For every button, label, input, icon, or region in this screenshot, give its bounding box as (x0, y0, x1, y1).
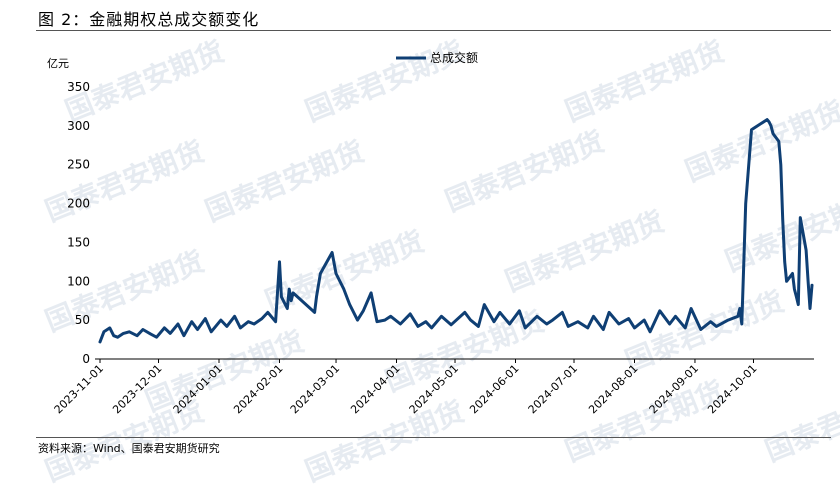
x-tick-label: 2024-05-01 (407, 362, 461, 416)
x-tick-label: 2023-11-01 (52, 362, 106, 416)
x-tick-label: 2024-07-01 (526, 362, 580, 416)
x-tick-label: 2024-09-01 (647, 362, 701, 416)
x-tick-label: 2024-01-01 (171, 362, 225, 416)
y-tick-label: 250 (67, 158, 90, 172)
top-rule (36, 30, 831, 31)
line-chart: 亿元 0 50 100 150 200 250 300 350 2023-11-01 2023-12… (47, 50, 814, 416)
y-tick-label: 100 (67, 274, 90, 288)
y-tick-label: 200 (67, 197, 90, 211)
source-note: 资料来源：Wind、国泰君安期货研究 (38, 442, 220, 455)
series-line-总成交额 (98, 118, 814, 344)
y-tick-label: 0 (82, 352, 90, 366)
y-tick-label: 350 (67, 80, 90, 94)
x-tick-label: 2024-06-01 (467, 362, 521, 416)
x-tick-label: 2024-02-01 (231, 362, 285, 416)
x-tick-label: 2024-04-01 (348, 362, 402, 416)
x-tick-label: 2024-10-01 (705, 362, 759, 416)
bottom-rule (36, 437, 831, 438)
y-axis-label: 亿元 (47, 57, 69, 70)
figure-title: 图 2：金融期权总成交额变化 (38, 10, 260, 29)
y-tick-label: 150 (67, 235, 90, 249)
x-tick-label: 2024-03-01 (288, 362, 342, 416)
y-tick-label: 300 (67, 119, 90, 133)
x-tick-label: 2024-08-01 (586, 362, 640, 416)
x-tick-label: 2023-12-01 (110, 362, 164, 416)
y-tick-label: 50 (75, 313, 90, 327)
legend-label: 总成交额 (430, 50, 478, 65)
